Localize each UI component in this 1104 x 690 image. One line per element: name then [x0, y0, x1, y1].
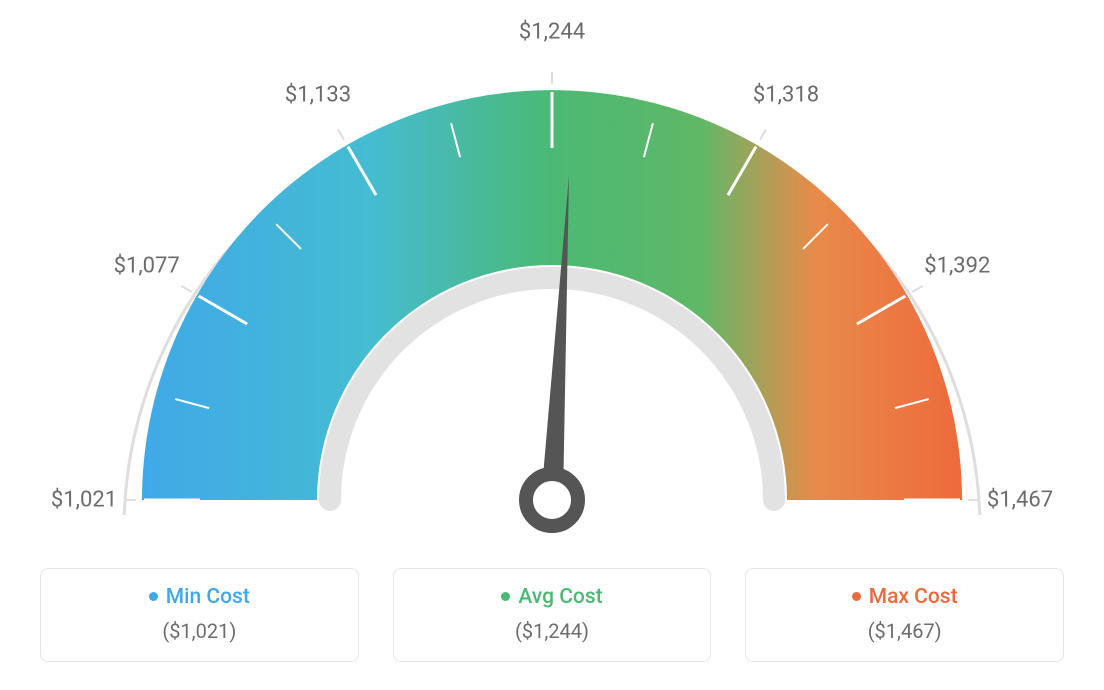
gauge-tick-label: $1,244 [519, 20, 585, 45]
legend-title-min: Min Cost [51, 585, 348, 609]
legend-title-avg: Avg Cost [404, 585, 701, 609]
gauge-tick-label: $1,467 [987, 488, 1053, 513]
legend-row: Min Cost ($1,021) Avg Cost ($1,244) Max … [0, 568, 1104, 662]
legend-card-avg: Avg Cost ($1,244) [393, 568, 712, 662]
legend-label-max: Max Cost [869, 585, 958, 609]
legend-card-max: Max Cost ($1,467) [745, 568, 1064, 662]
gauge-svg [0, 0, 1104, 560]
gauge-tick-label: $1,077 [114, 254, 180, 279]
legend-label-min: Min Cost [166, 585, 250, 609]
dot-icon [501, 592, 510, 601]
legend-value-min: ($1,021) [51, 619, 348, 643]
gauge-tick-label: $1,318 [753, 82, 819, 107]
legend-label-avg: Avg Cost [518, 585, 602, 609]
legend-value-avg: ($1,244) [404, 619, 701, 643]
dot-icon [149, 592, 158, 601]
gauge-tick-label: $1,021 [51, 488, 117, 513]
legend-card-min: Min Cost ($1,021) [40, 568, 359, 662]
dot-icon [852, 592, 861, 601]
legend-value-max: ($1,467) [756, 619, 1053, 643]
gauge-tick-label: $1,133 [285, 82, 351, 107]
legend-title-max: Max Cost [756, 585, 1053, 609]
gauge-chart: $1,021 $1,077 $1,133 $1,244 $1,318 $1,392 $1,4… [0, 0, 1104, 540]
gauge-tick-label: $1,392 [924, 254, 990, 279]
